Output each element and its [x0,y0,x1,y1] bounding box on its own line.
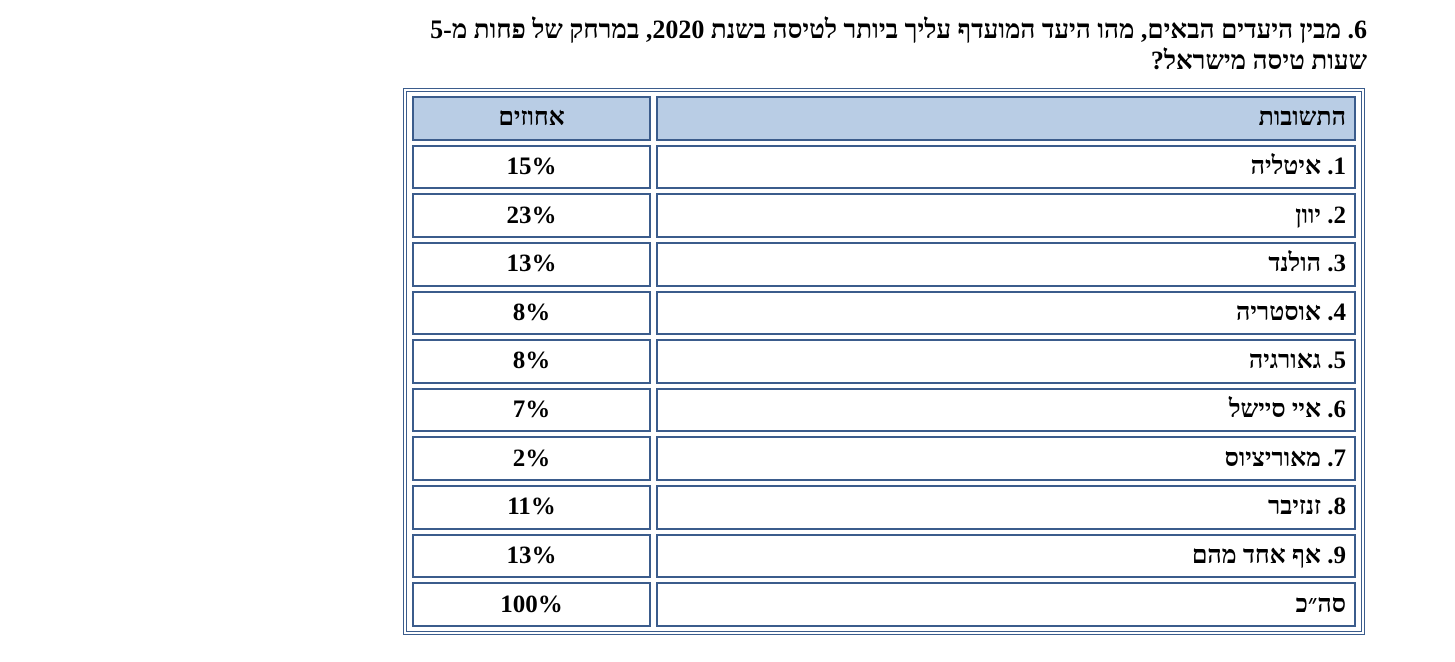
percent-cell: 11% [412,485,651,530]
header-cell: התשובות [656,96,1356,141]
table-row: 1. איטליה 15% [412,144,1356,190]
percent-cell: 8% [412,339,651,384]
question-line: 6. מבין היעדים הבאים, מהו היעד המועדף על… [430,15,1367,44]
percent-cell: 7% [412,387,651,433]
percent-cell: 15% [412,144,651,190]
table-row: 6. איי סיישל 7% [412,387,1356,433]
table-row: 9. אף אחד מהם 13% [412,533,1356,579]
table-row: 3. הולנד 13% [412,241,1356,287]
table-row: 5. גאורגיה 8% [412,339,1356,384]
answer-cell: 5. גאורגיה [656,339,1356,384]
question-line: שעות טיסה מישראל? [1150,46,1367,75]
header-row: התשובות אחוזים [412,96,1356,141]
answer-cell: 8. זנזיבר [656,485,1356,530]
results-table: התשובות אחוזים 1. איטליה 15% 2. יוון 23% 3. … [403,88,1365,635]
question: 6. מבין היעדים הבאים, מהו היעד המועדף על… [27,14,1367,76]
table-row: 2. יוון 23% [412,193,1356,238]
table-body: התשובות אחוזים 1. איטליה 15% 2. יוון 23% 3. … [412,96,1356,627]
percent-cell: 100% [412,582,651,627]
answer-cell: 9. אף אחד מהם [656,533,1356,579]
table-row: סה״כ 100% [412,582,1356,627]
answer-cell: 3. הולנד [656,241,1356,287]
percent-cell: 8% [412,290,651,336]
table-row: 8. זנזיבר 11% [412,485,1356,530]
answer-cell: 1. איטליה [656,144,1356,190]
percent-cell: 13% [412,241,651,287]
answer-cell: 4. אוסטריה [656,290,1356,336]
answer-cell: סה״כ [656,582,1356,627]
answer-cell: 2. יוון [656,193,1356,238]
header-cell: אחוזים [412,96,651,141]
percent-cell: 23% [412,193,651,238]
answer-cell: 7. מאוריציוס [656,436,1356,481]
table-row: 4. אוסטריה 8% [412,290,1356,336]
table-row: 7. מאוריציוס 2% [412,436,1356,481]
percent-cell: 2% [412,436,651,481]
answer-cell: 6. איי סיישל [656,387,1356,433]
percent-cell: 13% [412,533,651,579]
